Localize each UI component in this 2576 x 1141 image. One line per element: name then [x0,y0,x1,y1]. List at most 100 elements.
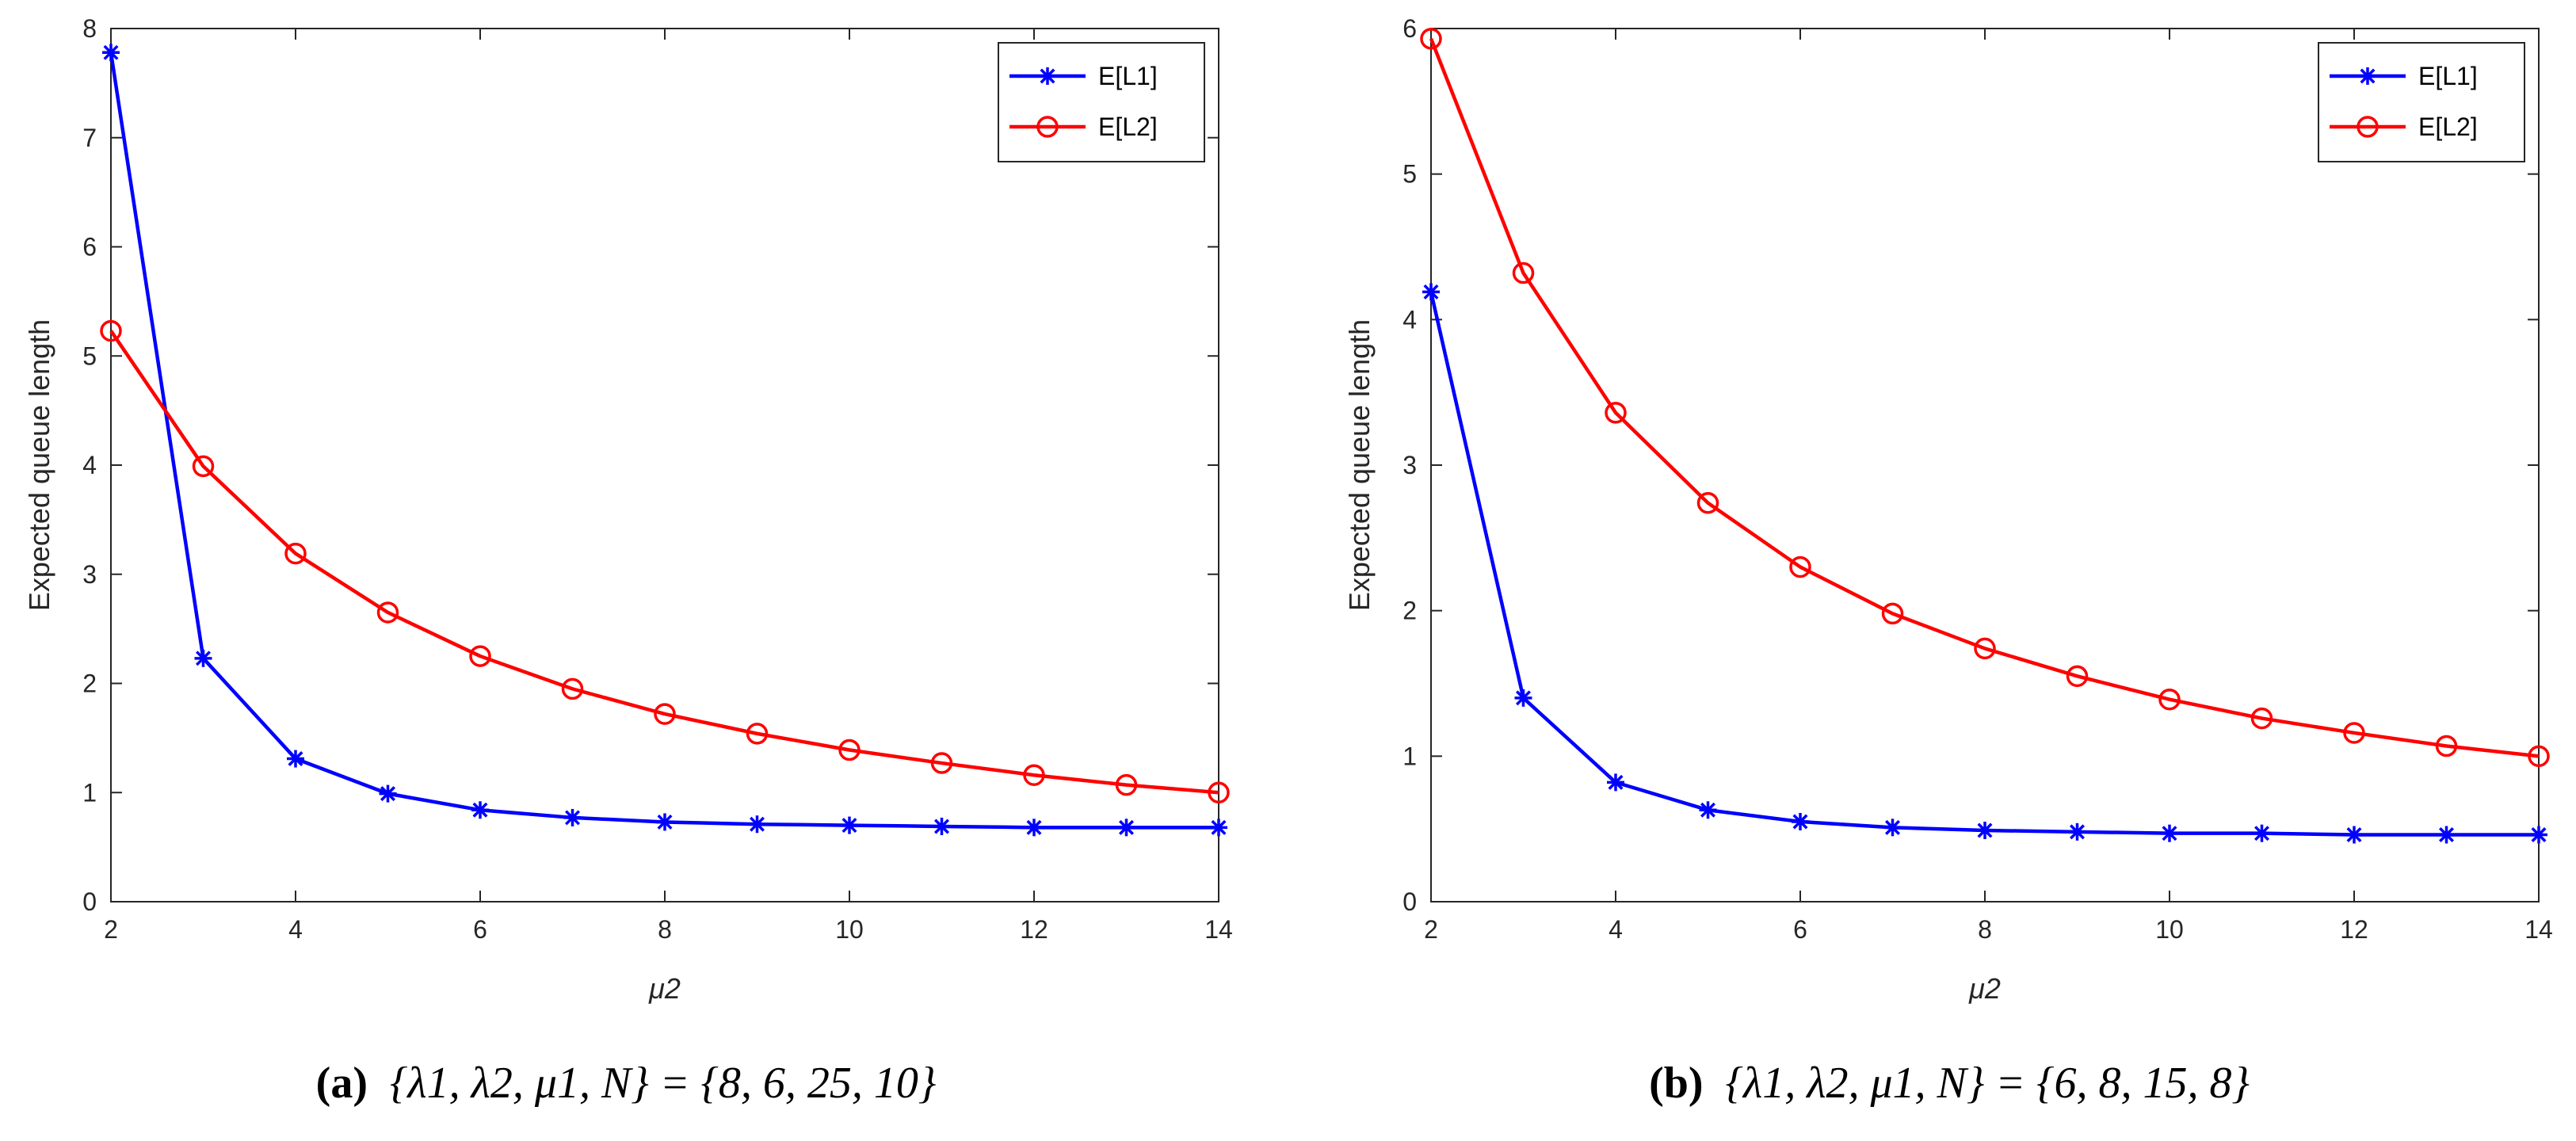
x-axis-label: μ2 [648,972,681,1005]
asterisk-stroke [288,751,303,767]
data-point-2 [1605,402,1627,424]
y-tick-label: 5 [1402,160,1417,189]
asterisk-stroke [1608,774,1624,790]
series-line-2 [1429,38,2540,758]
data-point-2 [654,703,676,725]
data-point-1 [1883,819,1902,837]
y-tick-label: 7 [82,124,97,152]
data-point-2 [1696,492,1719,514]
asterisk-stroke [472,802,488,818]
x-tick-label: 2 [104,915,118,944]
asterisk-stroke [1423,284,1439,300]
x-tick-label: 12 [1020,915,1048,944]
legend: E[L1] E[L2] [2318,42,2525,162]
data-point-2 [2158,688,2181,711]
data-point-2 [930,752,953,774]
data-point-1 [2437,826,2456,844]
data-point-1 [1607,773,1624,792]
legend-marker-circle [2357,116,2379,138]
asterisk-stroke [2254,826,2269,841]
series-line-2 [109,330,1219,795]
x-tick-label: 8 [1978,915,1992,944]
data-point-1 [2530,826,2547,844]
y-tick-label: 4 [82,451,97,479]
data-point-2 [746,723,769,745]
caption-letter: (a) [316,1059,368,1108]
y-tick-label: 0 [1402,887,1417,916]
asterisk-stroke [2346,827,2362,843]
asterisk-stroke [841,818,857,834]
asterisk-stroke [1211,819,1227,835]
x-tick-label: 6 [473,915,487,944]
asterisk-stroke [2162,826,2177,841]
data-point-1 [748,815,766,834]
y-axis-label: Expected queue length [1343,319,1376,611]
data-point-2 [100,319,122,342]
data-point-2 [1789,555,1811,578]
data-point-1 [563,808,582,826]
asterisk-stroke [657,814,673,830]
data-point-2 [1023,764,1045,786]
x-tick-label: 4 [1609,915,1623,944]
data-point-2 [1115,773,1138,796]
asterisk-stroke [103,44,119,60]
legend: E[L1] E[L2] [998,42,1205,162]
data-point-1 [1792,812,1809,830]
figure-caption: (a) {λ1, λ2, μ1, N} = {8, 6, 25, 10} [316,1059,937,1108]
y-tick-label: 3 [82,560,97,589]
legend-label-1: E[L1] [1098,62,1158,90]
x-tick-label: 14 [1204,915,1233,944]
y-tick-label: 3 [1402,451,1417,479]
legend-marker-asterisk [2360,68,2376,84]
data-point-1 [1422,283,1440,301]
data-point-2 [2435,735,2458,757]
figure-caption: (b) {λ1, λ2, μ1, N} = {6, 8, 15, 8} [1649,1059,2250,1108]
data-point-2 [838,738,861,761]
data-point-2 [284,542,307,565]
x-tick-label: 14 [2524,915,2553,944]
data-point-1 [2253,824,2271,842]
legend-marker-asterisk [1040,68,1055,84]
y-tick-label: 6 [82,233,97,261]
asterisk-stroke [2531,827,2547,843]
x-tick-label: 12 [2340,915,2368,944]
data-point-2 [1420,28,1442,50]
data-point-1 [379,784,397,803]
data-point-2 [469,645,491,667]
data-point-2 [1974,637,1996,660]
asterisk-stroke [1792,814,1808,830]
y-tick-label: 6 [1402,14,1417,43]
data-point-1 [2345,826,2363,844]
y-axis-label: Expected queue length [23,319,55,611]
data-point-1 [1117,819,1135,837]
data-point-1 [2068,822,2086,841]
data-point-2 [192,455,215,478]
asterisk-stroke [1026,819,1042,835]
caption-formula: {λ1, λ2, μ1, N} = {8, 6, 25, 10} [379,1059,936,1108]
legend-marker-circle [1036,116,1059,138]
asterisk-stroke [196,651,211,666]
data-point-1 [841,816,858,834]
x-tick-label: 10 [835,915,864,944]
asterisk-stroke [1700,802,1715,818]
asterisk-stroke [1119,819,1134,835]
data-point-1 [194,649,212,667]
data-point-2 [2343,722,2365,744]
asterisk-stroke [1977,822,1993,838]
data-point-1 [2161,824,2178,842]
data-point-2 [376,601,399,624]
y-tick-label: 2 [82,670,97,698]
data-point-1 [1976,822,1994,840]
y-tick-label: 4 [1402,305,1417,334]
data-point-1 [1210,819,1227,837]
data-point-1 [102,44,120,62]
data-point-2 [2066,665,2089,688]
data-point-2 [1208,781,1230,803]
y-tick-label: 2 [1402,597,1417,625]
data-point-1 [1699,801,1717,819]
legend-label-2: E[L2] [2418,113,2478,141]
asterisk-stroke [2439,827,2454,843]
x-axis-label: μ2 [1968,972,2001,1005]
asterisk-stroke [934,819,949,834]
